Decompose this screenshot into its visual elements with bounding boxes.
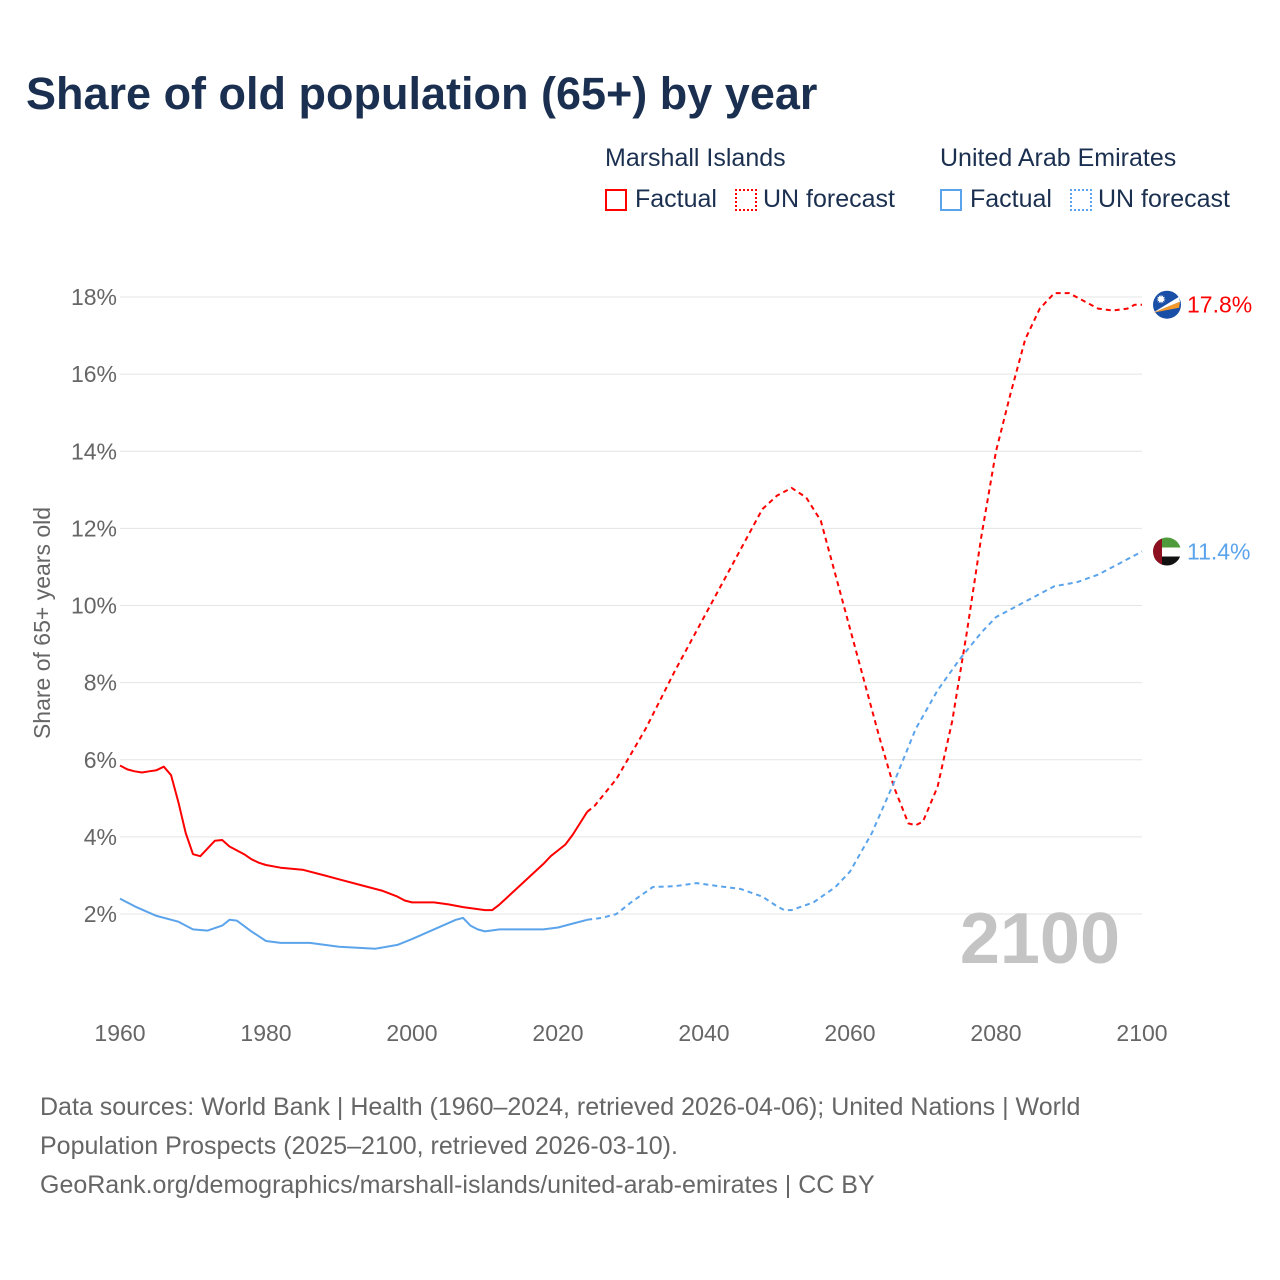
source-note: Data sources: World Bank | Health (1960–…: [40, 1088, 1080, 1205]
flag-stripe-white: [1153, 296, 1180, 313]
flag-white: [1153, 547, 1181, 557]
y-tick-label: 6%: [84, 747, 117, 773]
legend-item-forecast[interactable]: UN forecast: [734, 185, 895, 214]
y-tick-label: 2%: [84, 901, 117, 927]
legend-label: Factual: [635, 185, 717, 213]
legend-swatch-solid: [940, 188, 962, 211]
source-link[interactable]: GeoRank.org/demographics/marshall-island…: [40, 1171, 875, 1199]
flag-stripe-orange: [1153, 301, 1180, 313]
x-tick-label: 1980: [240, 1020, 291, 1046]
legend-group-name: Marshall Islands: [605, 144, 786, 172]
legend-label: UN forecast: [762, 185, 895, 213]
legend-label: Factual: [970, 185, 1052, 213]
flag-green: [1153, 537, 1181, 548]
y-tick-label: 4%: [84, 824, 117, 850]
flag-body: [1153, 537, 1181, 566]
chart-title: Share of old population (65+) by year: [26, 68, 818, 119]
year-watermark: 2100: [960, 899, 1120, 979]
legend-item-factual[interactable]: Factual: [605, 185, 717, 214]
y-axis-label: Share of 65+ years old: [29, 507, 55, 739]
x-tick-label: 2040: [678, 1020, 729, 1046]
flag-star: ✹: [1156, 293, 1166, 307]
source-line: Population Prospects (2025–2100, retriev…: [40, 1132, 678, 1160]
legend-group-name: United Arab Emirates: [940, 144, 1177, 172]
series-line-united-arab-emirates-factual: [119, 897, 588, 950]
legend-swatch-dotted: [734, 188, 757, 211]
x-tick-label: 2100: [1116, 1020, 1167, 1046]
flag-black: [1153, 556, 1181, 566]
series-line-united-arab-emirates-forecast: [587, 550, 1143, 921]
end-value-label: 11.4%: [1187, 539, 1251, 565]
y-tick-label: 18%: [71, 284, 117, 310]
legend-swatch-solid: [605, 188, 627, 211]
x-tick-label: 2080: [970, 1020, 1021, 1046]
y-tick-label: 16%: [71, 361, 117, 387]
x-tick-label: 2060: [824, 1020, 875, 1046]
y-tick-label: 14%: [71, 438, 117, 464]
legend-swatch-dotted: [1069, 188, 1092, 211]
plot-area: 2% 4% 6% 8% 10% 12% 14% 16% 18% 1960 1980 2000 2020 2…: [29, 284, 1252, 1046]
y-tick-label: 10%: [71, 593, 117, 619]
end-value-label: 17.8%: [1187, 292, 1252, 318]
legend-united-arab-emirates: United Arab Emirates Factual UN forecast: [940, 144, 1230, 214]
series-line-marshall-islands-forecast: [586, 292, 1142, 827]
y-tick-label: 8%: [84, 670, 117, 696]
x-tick-label: 1960: [94, 1020, 145, 1046]
legend-label: UN forecast: [1097, 185, 1230, 213]
x-tick-label: 2000: [386, 1020, 437, 1046]
flag-united-arab-emirates-icon: [1153, 537, 1181, 566]
legend-item-factual[interactable]: Factual: [940, 185, 1052, 214]
x-tick-label: 2020: [532, 1020, 583, 1046]
flag-marshall-islands-icon: ✹: [1153, 290, 1181, 319]
source-line: Data sources: World Bank | Health (1960–…: [40, 1093, 1081, 1121]
legend-item-forecast[interactable]: UN forecast: [1069, 185, 1230, 214]
series-line-marshall-islands-factual: [119, 764, 589, 912]
y-tick-label: 12%: [71, 515, 117, 541]
flag-red: [1153, 537, 1162, 566]
legend-marshall-islands: Marshall Islands Factual UN forecast: [605, 144, 913, 214]
